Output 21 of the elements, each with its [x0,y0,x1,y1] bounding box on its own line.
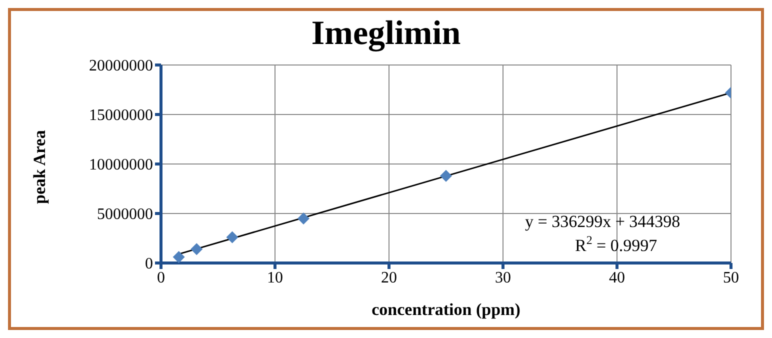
x-tick-label: 0 [157,269,165,286]
point [190,243,203,256]
x-tick-label: 10 [267,269,283,286]
x-tick-label: 40 [609,269,625,286]
x-tick-label: 30 [495,269,511,286]
x-axis-title: concentration (ppm) [372,300,520,319]
x-tick-label: 20 [381,269,397,286]
point [440,170,452,182]
y-tick-label: 20000000 [89,58,153,75]
point [172,251,185,263]
y-axis-title: peak Area [30,130,50,204]
y-tick-label: 10000000 [89,156,153,174]
y-tick-label: 0 [145,256,153,273]
point [226,231,238,244]
point [298,212,310,224]
chart-title: Imeglimin [310,15,462,54]
annotation: y = 336299x + 344398 [525,212,680,231]
x-tick-label: 50 [723,269,739,286]
y-tick-label: 5000000 [97,206,153,224]
y-tick-label: 15000000 [89,107,153,124]
annotation: R$^{2}$ = 0.9997 [575,233,658,255]
